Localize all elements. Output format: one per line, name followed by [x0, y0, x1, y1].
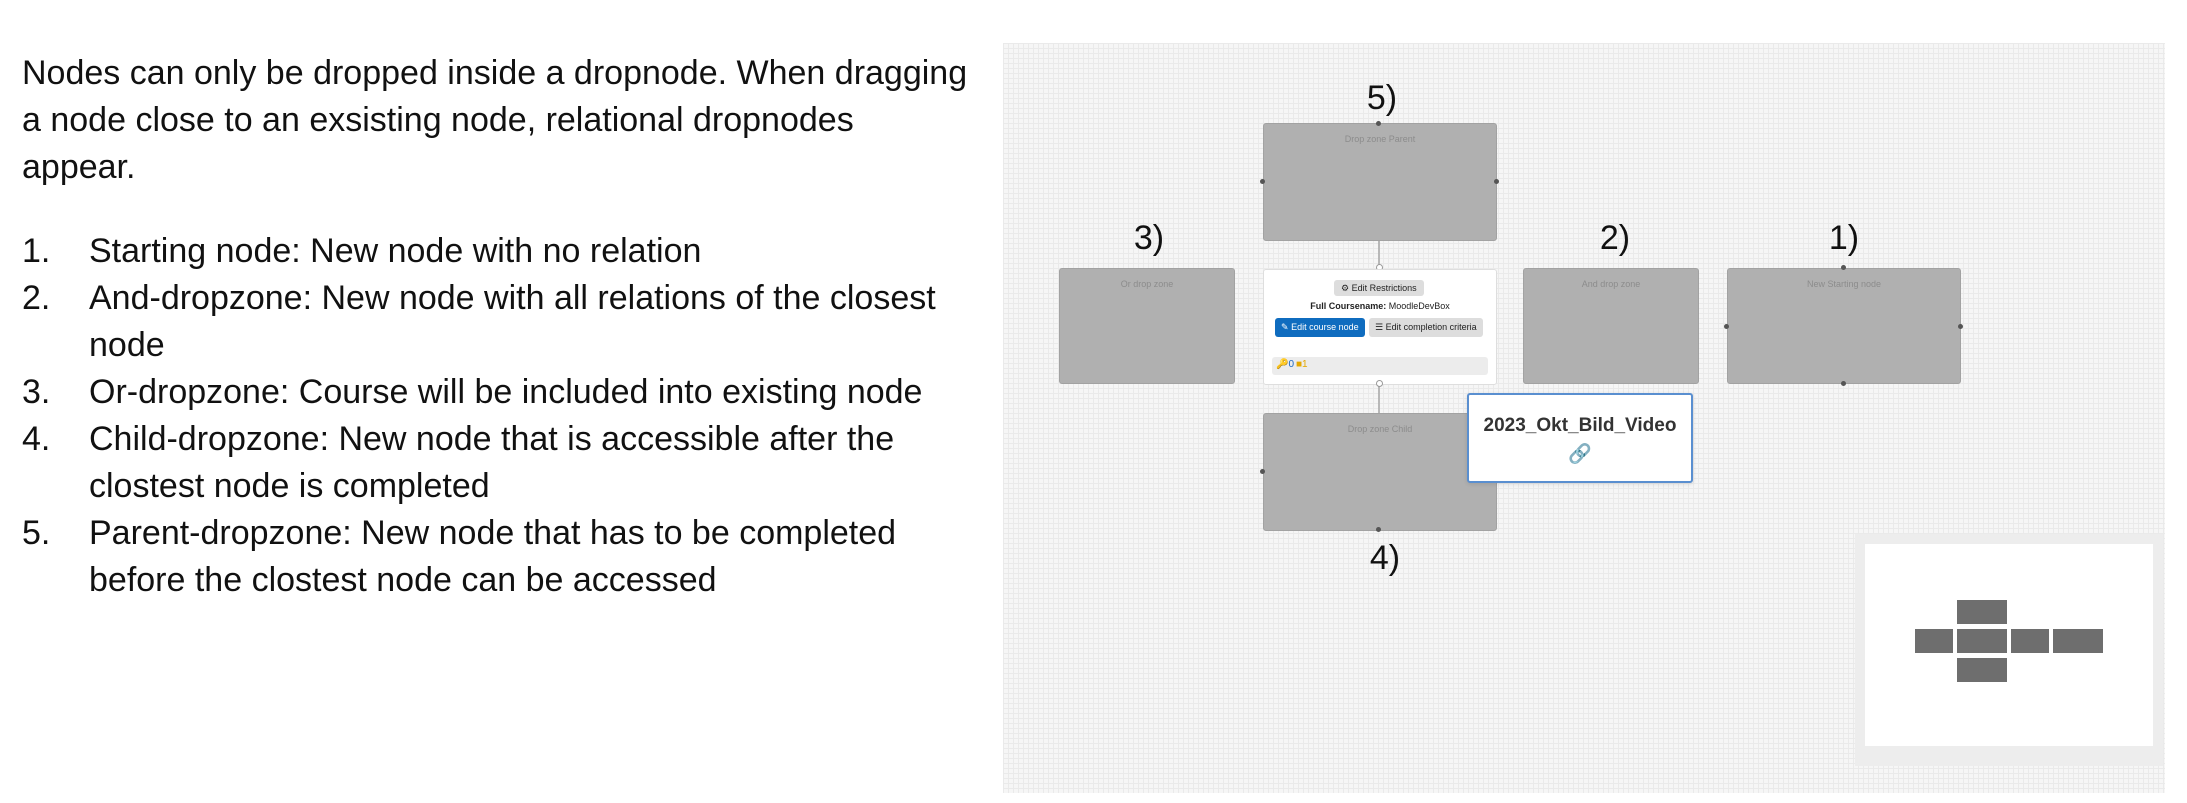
edit-course-node-button[interactable]: ✎ Edit course node: [1275, 318, 1365, 337]
handle[interactable]: [1260, 469, 1265, 474]
list-text: Starting node: New node with no relation: [89, 232, 702, 270]
flow-canvas[interactable]: 5) 3) 2) 1) 4) Drop zone Parent Or drop …: [1003, 43, 2165, 793]
edge-child: [1378, 383, 1380, 415]
dropzone-list: 1. Starting node: New node with no relati…: [22, 228, 972, 604]
minimap-node: [2053, 629, 2103, 653]
drop-zone-starting[interactable]: New Starting node: [1727, 268, 1961, 384]
intro-paragraph: Nodes can only be dropped inside a dropn…: [22, 54, 968, 186]
minimap-node: [1957, 658, 2007, 682]
minimap-panel[interactable]: [1855, 534, 2163, 766]
list-text: Or-dropzone: Course will be included int…: [89, 373, 923, 411]
drop-zone-label: New Starting node: [1806, 279, 1882, 289]
handle[interactable]: [1376, 121, 1381, 126]
course-fullname: Full Coursename: MoodleDevBox: [1264, 301, 1496, 311]
node-footer: 🔑0 ■1: [1272, 357, 1488, 375]
list-number: 2.: [22, 279, 51, 317]
drop-zone-label: Drop zone Parent: [1344, 134, 1416, 144]
user-icon: ■1: [1296, 359, 1308, 370]
minimap-node: [1957, 600, 2007, 624]
marker-2: 2): [1599, 219, 1631, 257]
dragged-node-title: 2023_Okt_Bild_Video 🔗: [1483, 415, 1677, 465]
explanation-text: Nodes can only be dropped inside a dropn…: [22, 50, 972, 604]
list-number: 5.: [22, 514, 51, 552]
list-text: Child-dropzone: New node that is accessi…: [89, 420, 895, 505]
minimap-node: [1915, 629, 1953, 653]
list-item: 2. And-dropzone: New node with all relati…: [22, 275, 972, 369]
handle[interactable]: [1260, 179, 1265, 184]
list-number: 3.: [22, 373, 51, 411]
fullname-value: MoodleDevBox: [1388, 301, 1450, 311]
drop-zone-label: Or drop zone: [1120, 279, 1174, 289]
handle[interactable]: [1494, 179, 1499, 184]
minimap-node: [2011, 629, 2049, 653]
drop-zone-or[interactable]: Or drop zone: [1059, 268, 1235, 384]
key-icon: 🔑0: [1276, 359, 1295, 370]
handle[interactable]: [1376, 527, 1381, 532]
drop-zone-and[interactable]: And drop zone: [1523, 268, 1699, 384]
marker-4: 4): [1369, 539, 1401, 577]
fullname-label: Full Coursename:: [1310, 301, 1387, 311]
edit-icon: ✎: [1281, 322, 1289, 332]
edit-completion-criteria-button[interactable]: ☰ Edit completion criteria: [1369, 318, 1483, 337]
list-number: 1.: [22, 232, 51, 270]
edit-restrictions-button[interactable]: ⚙ Edit Restrictions: [1334, 280, 1424, 296]
link-icon: 🔗: [1568, 444, 1592, 465]
handle[interactable]: [1841, 381, 1846, 386]
drop-zone-label: And drop zone: [1581, 279, 1641, 289]
marker-5: 5): [1366, 79, 1398, 117]
list-text: And-dropzone: New node with all relation…: [89, 279, 936, 364]
marker-3: 3): [1133, 219, 1165, 257]
handle[interactable]: [1958, 324, 1963, 329]
dragged-node[interactable]: 2023_Okt_Bild_Video 🔗: [1467, 393, 1693, 483]
minimap-node: [1957, 629, 2007, 653]
handle[interactable]: [1841, 265, 1846, 270]
restrictions-icon: ⚙: [1341, 283, 1350, 293]
list-item: 1. Starting node: New node with no relati…: [22, 228, 972, 275]
edge-parent: [1378, 239, 1380, 269]
drop-zone-child[interactable]: Drop zone Child: [1263, 413, 1497, 531]
drop-zone-parent[interactable]: Drop zone Parent: [1263, 123, 1497, 241]
list-item: 4. Child-dropzone: New node that is acces…: [22, 416, 972, 510]
list-icon: ☰: [1375, 322, 1384, 332]
list-item: 3. Or-dropzone: Course will be included i…: [22, 369, 972, 416]
list-text: Parent-dropzone: New node that has to be…: [89, 514, 897, 599]
handle[interactable]: [1724, 324, 1729, 329]
minimap[interactable]: [1865, 544, 2153, 746]
list-item: 5. Parent-dropzone: New node that has to …: [22, 510, 972, 604]
list-number: 4.: [22, 420, 51, 458]
marker-1: 1): [1828, 219, 1860, 257]
drop-zone-label: Drop zone Child: [1347, 424, 1413, 434]
handle[interactable]: [1376, 380, 1383, 387]
course-node[interactable]: ⚙ Edit Restrictions Full Coursename: Moo…: [1263, 269, 1497, 385]
